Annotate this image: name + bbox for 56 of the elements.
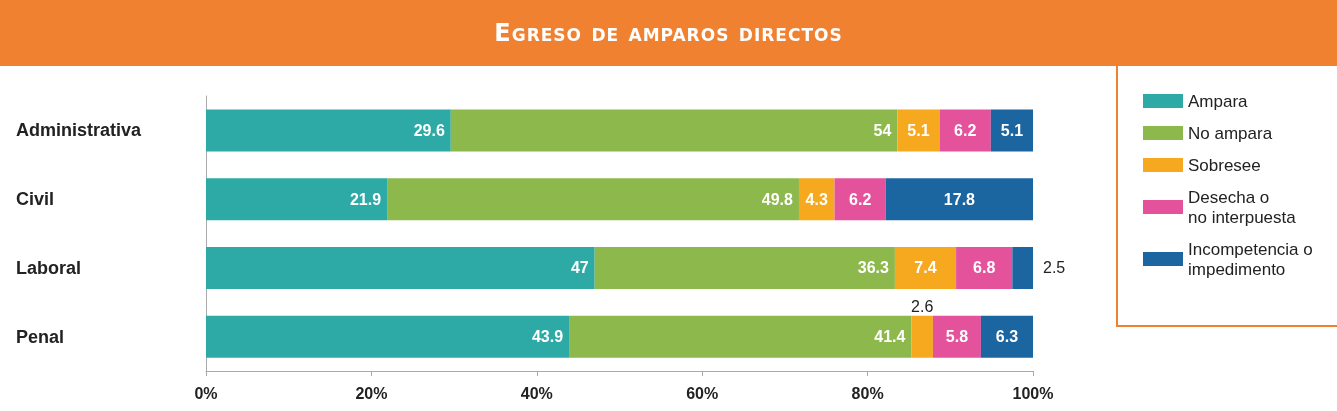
chart-title: Egreso de amparos directos xyxy=(0,0,1337,66)
data-label: 6.2 xyxy=(849,190,872,208)
x-tick-label: 80% xyxy=(851,384,884,402)
bar xyxy=(206,246,595,289)
legend-label: Desecha o no interpuesta xyxy=(1188,187,1297,227)
bar xyxy=(594,246,895,289)
data-label: 43.9 xyxy=(531,328,564,346)
bar xyxy=(885,178,1033,221)
data-label: 2.5 xyxy=(1043,259,1066,277)
y-tick-label: Penal xyxy=(16,326,65,347)
bar xyxy=(1012,246,1033,289)
bar xyxy=(387,178,799,221)
data-label: 5.1 xyxy=(1000,121,1024,139)
bar xyxy=(798,178,835,221)
bar xyxy=(834,178,886,221)
legend-label: Incompetencia o impedimento xyxy=(1188,239,1313,279)
x-tick-label: 20% xyxy=(355,384,388,402)
data-label: 6.2 xyxy=(954,121,977,139)
data-label: 6.8 xyxy=(973,259,996,277)
bar xyxy=(990,109,1033,152)
bar xyxy=(206,178,388,221)
bar xyxy=(911,315,933,358)
x-tick-label: 0% xyxy=(194,384,218,402)
bar xyxy=(206,109,451,152)
data-label: 6.3 xyxy=(995,328,1019,346)
y-tick-label: Administrativa xyxy=(16,120,143,141)
data-label: 17.8 xyxy=(943,190,976,208)
bar xyxy=(897,109,940,152)
data-label: 2.6 xyxy=(911,298,934,316)
data-label: 5.1 xyxy=(907,121,930,139)
data-label: 49.8 xyxy=(761,190,794,208)
bar xyxy=(932,315,981,358)
y-tick-label: Civil xyxy=(16,189,55,210)
bar xyxy=(569,315,912,358)
x-tick-label: 40% xyxy=(520,384,553,402)
data-label: 7.4 xyxy=(914,259,937,277)
data-label: 5.8 xyxy=(945,328,969,346)
data-label: 4.3 xyxy=(805,190,828,208)
data-label: 21.9 xyxy=(349,190,382,208)
data-label: 54 xyxy=(873,121,892,139)
data-label: 29.6 xyxy=(413,121,445,139)
bar xyxy=(939,109,991,152)
bar xyxy=(450,109,898,152)
y-tick-label: Laboral xyxy=(16,257,82,278)
legend-label: No ampara xyxy=(1188,123,1273,143)
bar xyxy=(956,246,1013,289)
bar xyxy=(206,315,570,358)
legend-label: Ampara xyxy=(1188,91,1249,111)
data-label: 47 xyxy=(570,259,589,277)
data-label: 41.4 xyxy=(874,328,906,346)
legend-label: Sobresee xyxy=(1188,155,1261,175)
bar xyxy=(980,315,1033,358)
data-label: 36.3 xyxy=(857,259,889,277)
x-tick-label: 100% xyxy=(1012,384,1054,402)
x-tick-label: 60% xyxy=(686,384,719,402)
bar xyxy=(894,246,957,289)
